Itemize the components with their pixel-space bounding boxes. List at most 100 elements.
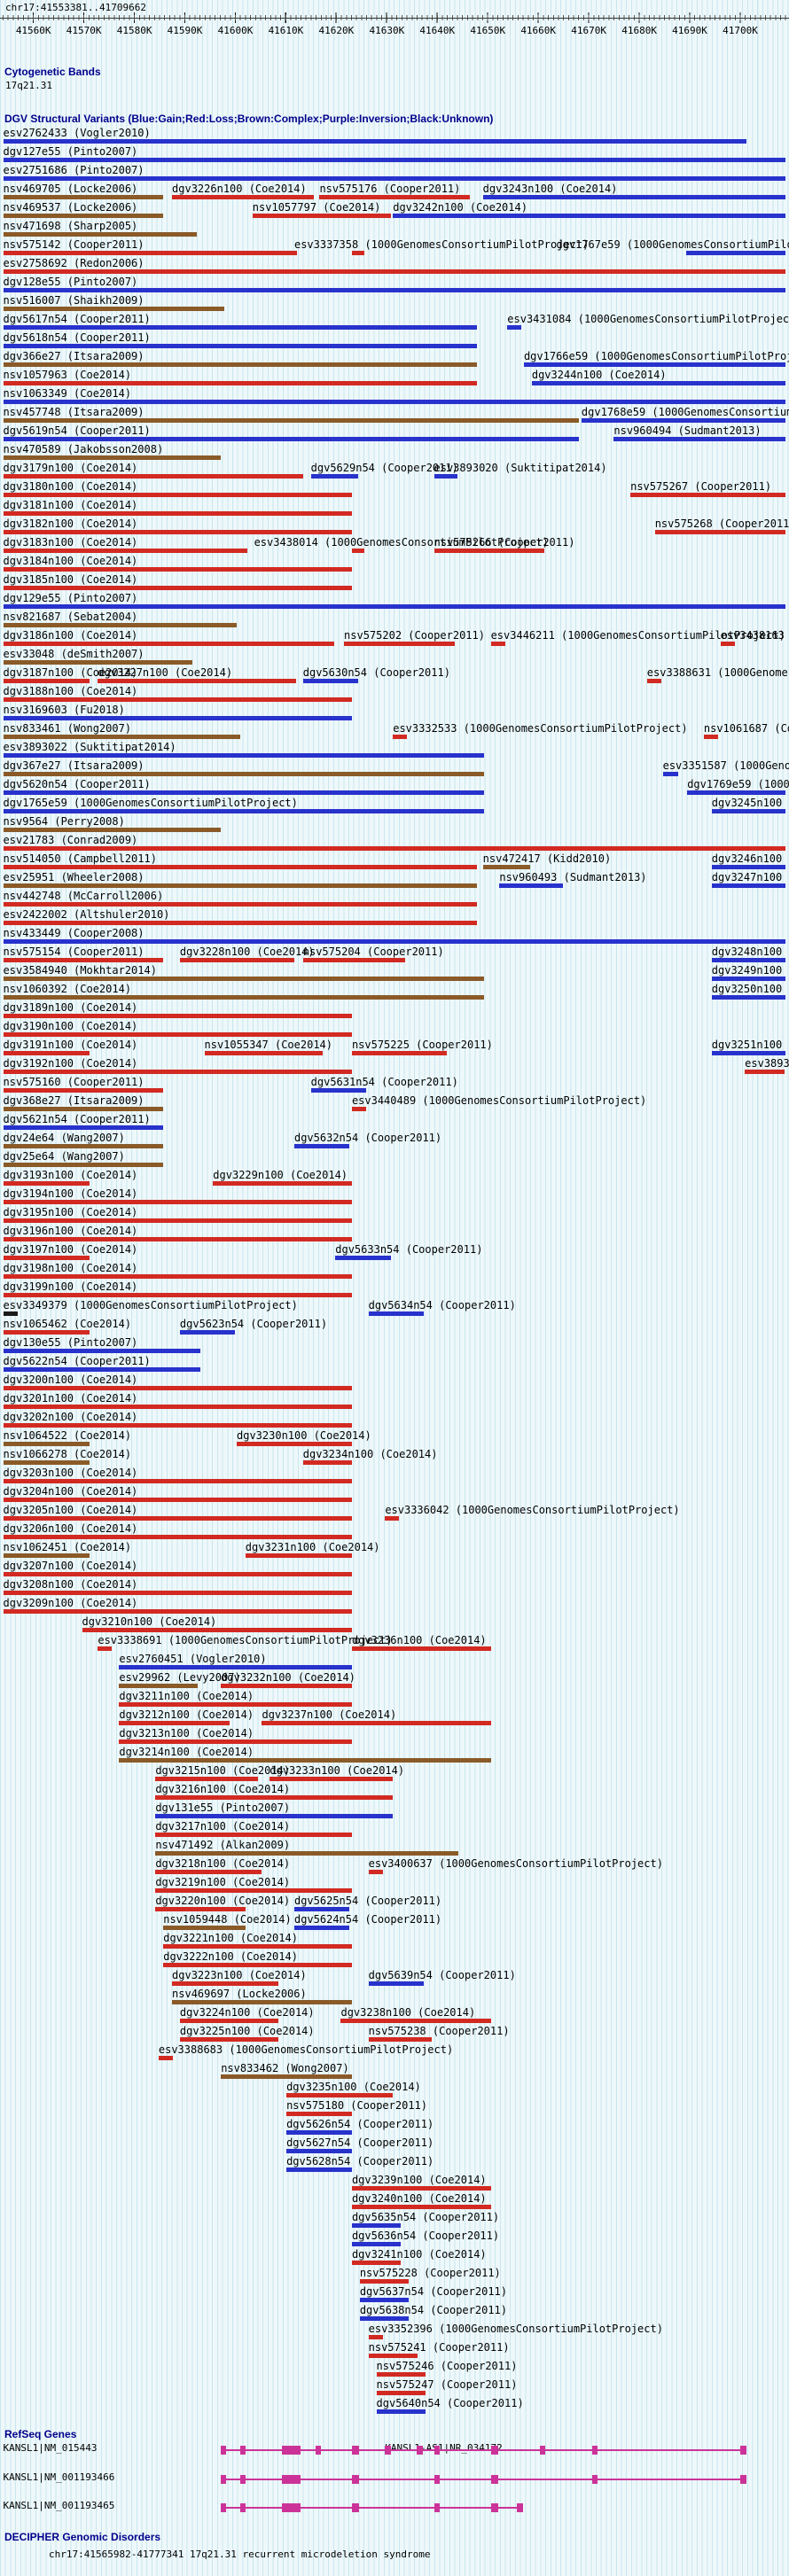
variant-label[interactable]: dgv3228n100 (Coe2014) [179,946,315,958]
variant-bar-loss[interactable] [3,1218,352,1223]
variant-bar-loss[interactable] [376,2391,426,2395]
variant-label[interactable]: dgv3251n100 (Coe2014) [711,1039,789,1051]
variant-label[interactable]: dgv3232n100 (Coe2014) [221,1671,355,1684]
variant-bar-loss[interactable] [302,1460,352,1465]
variant-bar-gain[interactable] [711,1051,786,1055]
variant-label[interactable]: dgv3246n100 (Coe2014) [711,852,789,865]
variant-label[interactable]: dgv3202n100 (Coe2014) [3,1411,138,1423]
variant-bar-loss[interactable] [351,251,365,255]
variant-label[interactable]: esv3332533 (1000GenomesConsortiumPilotPr… [393,722,688,735]
variant-label[interactable]: nsv575267 (Cooper2011) [630,480,772,493]
gene-exon-box[interactable] [239,2503,246,2512]
variant-label[interactable]: nsv575180 (Cooper2011) [286,2099,428,2112]
variant-bar-complex[interactable] [3,1144,164,1148]
gene-exon-box[interactable] [490,2446,498,2455]
variant-bar-loss[interactable] [351,1646,491,1651]
variant-label[interactable]: dgv3189n100 (Coe2014) [3,1001,138,1014]
gene-exon-box[interactable] [281,2503,301,2512]
variant-bar-gain[interactable] [3,604,786,609]
variant-bar-loss[interactable] [393,735,408,739]
decipher-entry[interactable]: chr17:41565982-41777341 17q21.31 recurre… [49,2549,431,2560]
variant-bar-loss[interactable] [3,1274,352,1279]
variant-bar-complex[interactable] [3,1163,164,1167]
variant-label[interactable]: dgv3211n100 (Coe2014) [119,1690,254,1702]
variant-bar-gain[interactable] [613,437,786,441]
variant-label[interactable]: dgv3250n100 (Coe2014) [711,983,789,995]
variant-bar-loss[interactable] [3,1405,352,1409]
variant-label[interactable]: dgv367e27 (Itsara2009) [3,759,145,772]
variant-bar-gain[interactable] [3,809,485,813]
gene-exon-box[interactable] [239,2446,246,2455]
variant-bar-gain[interactable] [3,939,786,944]
variant-label[interactable]: dgv127e55 (Pinto2007) [3,145,138,158]
variant-bar-loss[interactable] [252,214,391,218]
variant-bar-loss[interactable] [3,1051,90,1055]
variant-label[interactable]: esv3440489 (1000GenomesConsortiumPilotPr… [351,1094,647,1107]
variant-label[interactable]: dgv3199n100 (Coe2014) [3,1280,138,1293]
variant-bar-loss[interactable] [3,1479,352,1483]
variant-bar-complex[interactable] [172,2000,352,2004]
variant-bar-loss[interactable] [179,2019,279,2023]
variant-label[interactable]: dgv5627n54 (Cooper2011) [286,2136,434,2149]
variant-bar-loss[interactable] [3,474,303,479]
variant-label[interactable]: esv2760451 (Vogler2010) [119,1653,267,1665]
variant-label[interactable]: dgv5631n54 (Cooper2011) [310,1076,458,1088]
variant-label[interactable]: dgv5618n54 (Cooper2011) [3,331,151,344]
variant-label[interactable]: dgv3238n100 (Coe2014) [340,2006,476,2019]
variant-bar-loss[interactable] [351,2261,402,2265]
variant-bar-gain[interactable] [286,2149,352,2153]
variant-label[interactable]: nsv1057963 (Coe2014) [3,369,132,381]
variant-bar-complex[interactable] [482,865,531,869]
variant-bar-gain[interactable] [499,883,563,888]
variant-label[interactable]: dgv5633n54 (Cooper2011) [335,1243,483,1256]
variant-bar-loss[interactable] [351,1051,447,1055]
variant-bar-gain[interactable] [302,679,359,683]
variant-label[interactable]: dgv131e55 (Pinto2007) [155,1802,291,1814]
variant-bar-loss[interactable] [351,2186,491,2191]
variant-bar-loss[interactable] [434,549,545,553]
variant-label[interactable]: dgv130e55 (Pinto2007) [3,1336,138,1349]
variant-bar-loss[interactable] [3,1609,352,1614]
variant-label[interactable]: dgv3186n100 (Coe2014) [3,629,138,642]
gene-exon-box[interactable] [351,2446,359,2455]
variant-bar-loss[interactable] [155,1795,394,1800]
variant-bar-unknown[interactable] [3,1311,18,1316]
variant-bar-loss[interactable] [3,269,786,274]
gene-exon-box[interactable] [239,2474,246,2484]
gene-exon-box[interactable] [434,2503,440,2512]
variant-label[interactable]: nsv9564 (Perry2008) [3,815,125,828]
variant-label[interactable]: dgv5639n54 (Cooper2011) [368,1969,516,1981]
variant-label[interactable]: dgv25e64 (Wang2007) [3,1150,125,1163]
variant-bar-complex[interactable] [3,772,485,776]
variant-bar-gain[interactable] [3,437,580,441]
variant-bar-gain[interactable] [711,865,786,869]
variant-label[interactable]: dgv3179n100 (Coe2014) [3,462,138,474]
variant-bar-gain[interactable] [286,2167,352,2172]
gene-intron-line[interactable] [221,2449,746,2451]
variant-label[interactable]: nsv1065462 (Coe2014) [3,1318,132,1330]
variant-bar-gain[interactable] [687,790,786,795]
variant-bar-loss[interactable] [630,493,786,497]
variant-bar-gain[interactable] [3,139,746,144]
variant-label[interactable]: dgv1767e59 (1000GenomesConsortiumPilotPr… [556,238,789,251]
variant-label[interactable]: dgv5638n54 (Cooper2011) [359,2304,507,2316]
variant-bar-loss[interactable] [172,195,315,199]
variant-label[interactable]: esv29962 (Levy2007) [119,1671,241,1684]
variant-bar-loss[interactable] [351,2205,491,2209]
variant-bar-gain[interactable] [3,288,786,292]
variant-label[interactable]: dgv3231n100 (Coe2014) [245,1541,380,1553]
variant-label[interactable]: dgv3214n100 (Coe2014) [119,1746,254,1758]
variant-label[interactable]: dgv3245n100 (Coe2014) [711,797,789,809]
variant-bar-gain[interactable] [662,772,679,776]
variant-bar-loss[interactable] [3,251,297,255]
variant-bar-complex[interactable] [155,1851,459,1856]
variant-label[interactable]: dgv3198n100 (Coe2014) [3,1262,138,1274]
variant-bar-loss[interactable] [3,958,164,962]
variant-label[interactable]: dgv3216n100 (Coe2014) [155,1783,291,1795]
gene-exon-box[interactable] [434,2474,440,2484]
variant-bar-gain[interactable] [310,1088,366,1093]
variant-bar-complex[interactable] [3,418,580,423]
variant-bar-gain[interactable] [376,2409,426,2414]
variant-label[interactable]: dgv3233n100 (Coe2014) [270,1764,405,1777]
variant-label[interactable]: dgv3235n100 (Coe2014) [286,2081,421,2093]
